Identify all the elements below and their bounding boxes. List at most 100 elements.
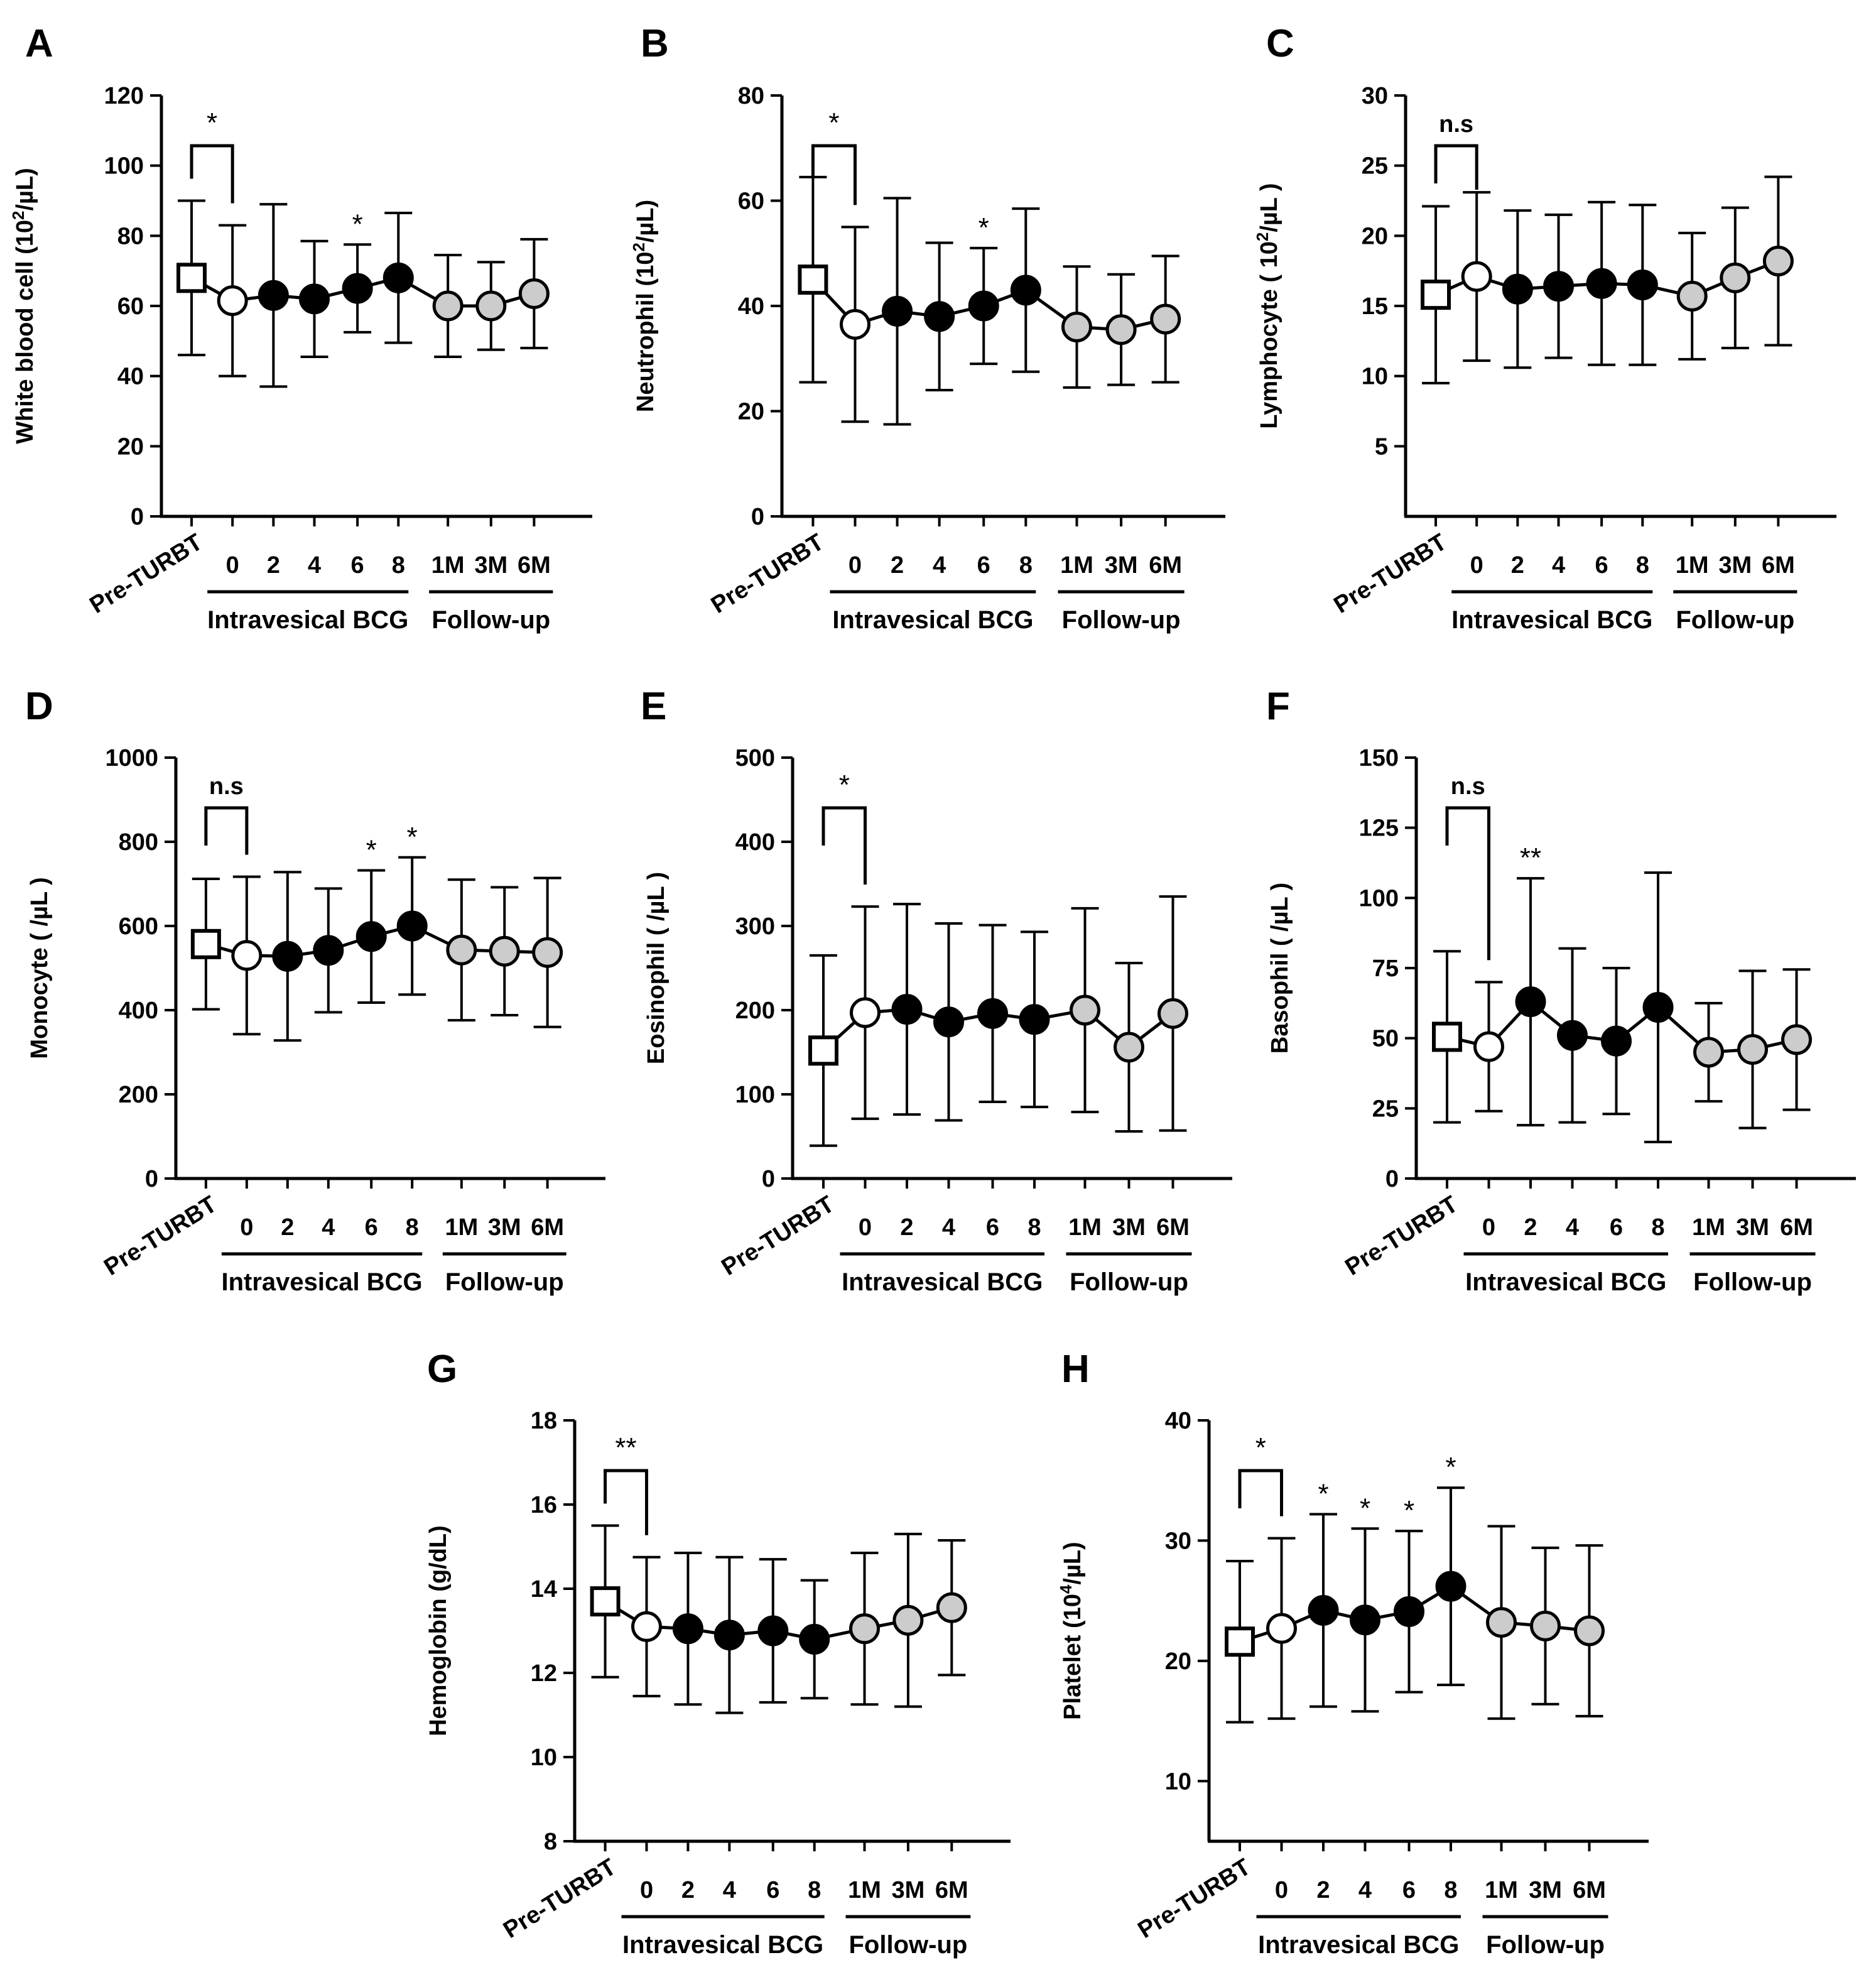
data-point	[1693, 1037, 1724, 1068]
significance-bracket	[604, 1469, 649, 1535]
y-tick-label: 25	[1362, 153, 1388, 180]
y-tick-label: 12	[531, 1660, 557, 1687]
y-tick-label: 200	[735, 998, 775, 1024]
significance-mark: *	[366, 835, 377, 866]
data-point	[258, 280, 289, 311]
y-axis-label-sup: 2	[629, 242, 648, 251]
significance-mark: *	[407, 822, 418, 852]
data-point	[839, 308, 870, 340]
x-tick-label: 3M	[1112, 1214, 1146, 1241]
x-tick-label: 0	[640, 1877, 653, 1903]
panel-e: E 0 100 200 300 400 500 Eosinophil ( /µL ) Pre-T…	[641, 685, 1232, 1296]
data-point	[1019, 1004, 1050, 1035]
y-tick-label: 8	[544, 1829, 557, 1855]
y-axis-label: Monocyte ( /µL )	[26, 877, 53, 1059]
y-tick-label: 200	[119, 1082, 158, 1108]
data-point	[1586, 268, 1617, 299]
significance-mark: *	[1318, 1478, 1328, 1509]
y-axis-label: Neutrophil (102/µL)	[629, 200, 659, 412]
x-tick-label: 6M	[1573, 1877, 1606, 1903]
data-point-pre-turbt	[176, 263, 207, 293]
x-tick-label-pre-turbt: Pre-TURBT	[1341, 1191, 1463, 1281]
data-point	[1435, 1571, 1467, 1602]
significance-mark: *	[1404, 1495, 1414, 1526]
x-tick-label: 0	[226, 552, 239, 579]
bracket-label: **	[615, 1432, 636, 1463]
significance-mark: *	[1360, 1493, 1370, 1523]
group-label-bcg: Intravesical BCG	[1258, 1931, 1459, 1959]
group-label-followup: Follow-up	[1676, 606, 1794, 634]
panel-f: F 0 25 50 75 100 125 150 Basophil ( /µL ) Pre-TUR…	[1266, 685, 1856, 1296]
y-tick-label: 30	[1362, 83, 1388, 109]
significance-mark: *	[979, 212, 989, 243]
y-axis-label-main: Lymphocyte ( 10	[1256, 241, 1282, 428]
x-tick-label: 8	[392, 552, 405, 579]
data-point	[382, 262, 414, 293]
panel-letter: G	[427, 1347, 457, 1391]
data-point-pre-turbt	[798, 264, 828, 295]
data-point	[1574, 1615, 1605, 1647]
x-tick-label: 6M	[1156, 1214, 1190, 1241]
data-point	[757, 1615, 789, 1647]
group-label-bcg: Intravesical BCG	[207, 606, 408, 634]
data-point	[1350, 1604, 1380, 1636]
y-tick-label: 400	[735, 829, 775, 856]
x-tick-label: 4	[1552, 552, 1565, 579]
x-tick-label: 8	[1636, 552, 1649, 579]
data-point	[1502, 273, 1533, 305]
bracket-label: *	[839, 770, 850, 800]
y-axis-label: Hemoglobin (g/dL)	[425, 1525, 452, 1736]
data-point	[518, 278, 550, 309]
data-point	[1642, 992, 1674, 1023]
x-tick-label: 6	[351, 552, 364, 579]
x-tick-label: 1M	[1676, 552, 1709, 579]
y-tick-label: 0	[762, 1166, 775, 1192]
y-tick-label: 25	[1372, 1096, 1399, 1122]
x-tick-label: 1M	[1692, 1214, 1725, 1241]
panel-letter: A	[25, 22, 53, 65]
y-tick-label: 800	[119, 829, 158, 856]
significance-bracket	[1434, 144, 1478, 190]
data-point	[1114, 1032, 1144, 1063]
data-point	[713, 1620, 745, 1651]
x-tick-label: 6	[986, 1214, 999, 1241]
x-tick-label: 4	[1358, 1877, 1372, 1903]
significance-bracket	[190, 144, 234, 204]
y-tick-label: 16	[531, 1492, 557, 1518]
data-point	[1781, 1024, 1812, 1055]
x-tick-label: 1M	[431, 552, 465, 579]
y-tick-label: 20	[1165, 1648, 1191, 1675]
significance-mark: **	[1520, 842, 1541, 873]
data-point	[1515, 986, 1546, 1018]
x-tick-label: 3M	[1529, 1877, 1562, 1903]
data-point	[1530, 1610, 1561, 1641]
data-point-pre-turbt	[1225, 1626, 1255, 1657]
y-tick-label: 125	[1359, 815, 1399, 842]
y-tick-label: 60	[117, 293, 144, 320]
x-tick-label: 0	[1482, 1214, 1495, 1241]
x-tick-label: 4	[1566, 1214, 1579, 1241]
panel-letter: C	[1266, 22, 1294, 65]
x-tick-label: 0	[849, 552, 862, 579]
data-point-pre-turbt	[808, 1035, 838, 1066]
data-point	[1762, 246, 1794, 277]
group-label-followup: Follow-up	[1486, 1931, 1605, 1959]
group-label-followup: Follow-up	[445, 1268, 564, 1296]
y-tick-label: 10	[1165, 1768, 1191, 1795]
panel-letter: H	[1061, 1347, 1090, 1391]
data-point	[446, 934, 477, 966]
group-label-bcg: Intravesical BCG	[842, 1268, 1043, 1296]
data-point	[1627, 269, 1658, 300]
y-tick-label: 0	[1385, 1166, 1399, 1192]
x-tick-label: 0	[240, 1214, 253, 1241]
group-label-followup: Follow-up	[1062, 606, 1181, 634]
y-axis-label-main: Monocyte ( /µL )	[26, 877, 53, 1059]
y-tick-label: 30	[1165, 1528, 1191, 1554]
x-tick-label: 2	[681, 1877, 695, 1903]
x-tick-label: 4	[933, 552, 946, 579]
x-tick-label: 6M	[531, 1214, 564, 1241]
y-axis-label-main: Eosinophil ( /µL )	[643, 872, 670, 1064]
panel-letter: D	[25, 685, 53, 728]
x-tick-label: 3M	[474, 552, 507, 579]
